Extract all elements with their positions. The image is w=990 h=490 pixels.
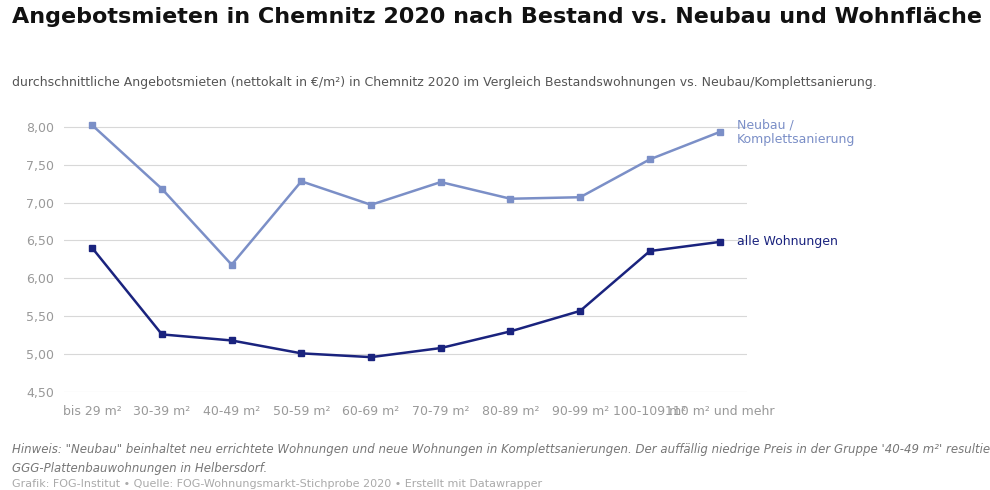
Text: alle Wohnungen: alle Wohnungen <box>737 235 838 248</box>
Text: GGG-Plattenbauwohnungen in Helbersdorf.: GGG-Plattenbauwohnungen in Helbersdorf. <box>12 462 267 475</box>
Text: Neubau /
Komplettsanierung: Neubau / Komplettsanierung <box>737 118 855 146</box>
Text: Hinweis: "Neubau" beinhaltet neu errichtete Wohnungen und neue Wohnungen in Komp: Hinweis: "Neubau" beinhaltet neu erricht… <box>12 443 990 457</box>
Text: Angebotsmieten in Chemnitz 2020 nach Bestand vs. Neubau und Wohnfläche: Angebotsmieten in Chemnitz 2020 nach Bes… <box>12 7 982 27</box>
Text: Grafik: FOG-Institut • Quelle: FOG-Wohnungsmarkt-Stichprobe 2020 • Erstellt mit : Grafik: FOG-Institut • Quelle: FOG-Wohnu… <box>12 479 542 489</box>
Text: durchschnittliche Angebotsmieten (nettokalt in €/m²) in Chemnitz 2020 im Verglei: durchschnittliche Angebotsmieten (nettok… <box>12 76 876 89</box>
